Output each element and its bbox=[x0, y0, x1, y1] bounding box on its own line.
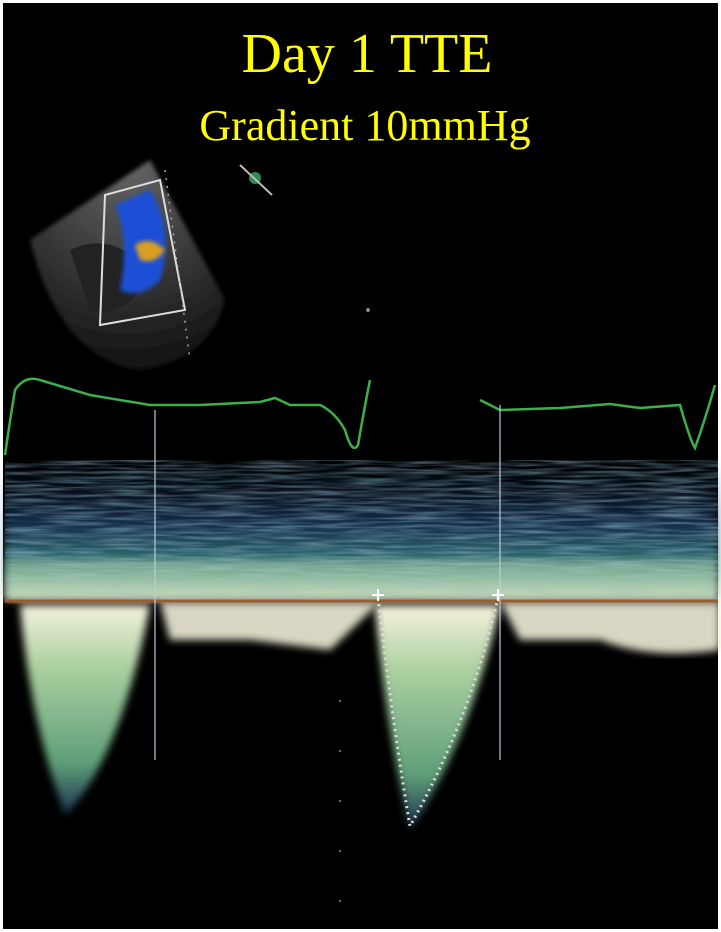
page: Day 1 TTE Gradient 10mmHg (() => { const… bbox=[0, 0, 721, 932]
dot bbox=[366, 308, 370, 312]
title: Day 1 TTE bbox=[242, 23, 493, 85]
echo-image: Day 1 TTE Gradient 10mmHg bbox=[0, 0, 721, 932]
subtitle: Gradient 10mmHg bbox=[199, 101, 530, 150]
forward-bright bbox=[5, 560, 718, 600]
